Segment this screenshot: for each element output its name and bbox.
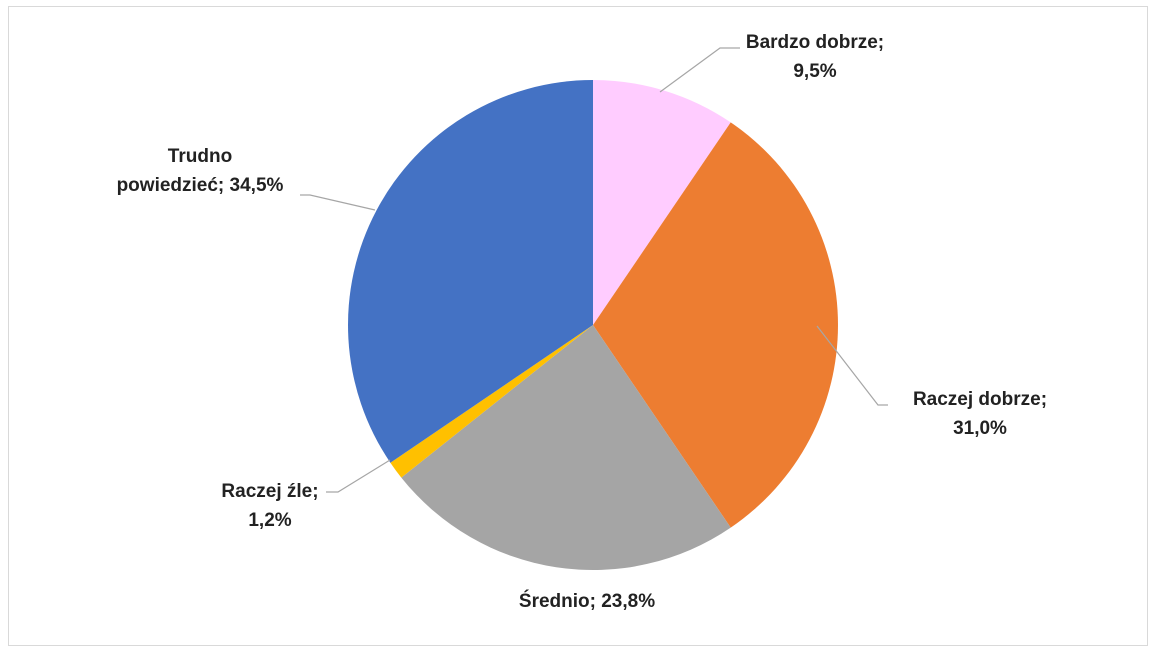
leader-line-raczej-zle	[326, 459, 391, 493]
data-label-line: powiedzieć; 34,5%	[117, 175, 284, 196]
data-label-line: Średnio; 23,8%	[519, 590, 655, 612]
pie-slice-trudno-powiedziec	[348, 80, 593, 463]
data-label-bardzo-dobrze: Bardzo dobrze; 9,5%	[746, 32, 884, 82]
pie-slice-srednio	[401, 325, 731, 570]
data-label-raczej-dobrze: Raczej dobrze; 31,0%	[913, 389, 1047, 439]
data-label-line: 9,5%	[793, 61, 836, 82]
leader-lines	[300, 47, 888, 493]
data-label-line: 31,0%	[953, 418, 1007, 439]
data-label-line: 1,2%	[248, 510, 291, 531]
leader-line-trudno-powiedziec	[300, 194, 376, 211]
pie-slice-bardzo-dobrze	[593, 80, 731, 325]
data-label-line: Raczej dobrze;	[913, 389, 1047, 410]
data-label-raczej-zle: Raczej źle; 1,2%	[221, 481, 318, 531]
pie-slices	[348, 80, 838, 570]
leader-line-bardzo-dobrze	[659, 47, 740, 93]
leader-line-raczej-dobrze	[816, 325, 888, 406]
data-labels: Bardzo dobrze; 9,5% Raczej dobrze; 31,0% Śre…	[117, 32, 1047, 612]
data-label-line: Trudno	[168, 146, 232, 167]
data-label-line: Raczej źle;	[221, 481, 318, 502]
data-label-srednio: Średnio; 23,8%	[519, 590, 655, 612]
pie-slice-raczej-zle	[390, 325, 593, 478]
data-label-trudno-powiedziec: Trudno powiedzieć; 34,5%	[117, 146, 284, 196]
pie-slice-raczej-dobrze	[593, 122, 838, 528]
pie-chart: Bardzo dobrze; 9,5% Raczej dobrze; 31,0% Śre…	[117, 32, 1047, 612]
data-label-line: Bardzo dobrze;	[746, 32, 884, 53]
